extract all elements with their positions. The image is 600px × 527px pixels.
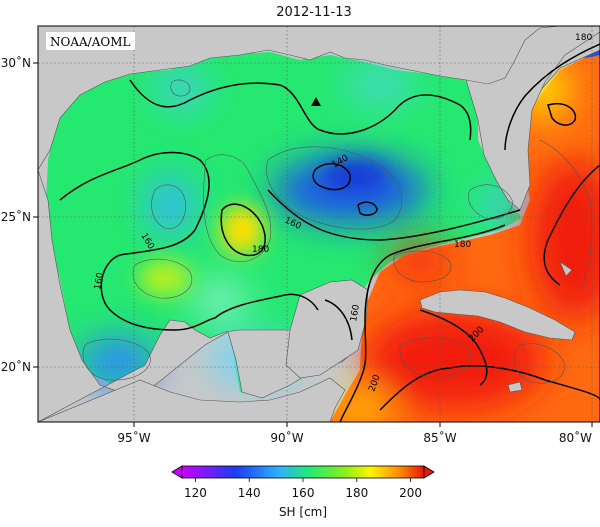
thin-contour-11: [514, 343, 566, 384]
map-area: 140 160 160 160 160 180 180 180 200 200: [38, 26, 600, 422]
low-anomaly-northeast: [345, 67, 415, 103]
colorbar: 120 140 160 180 200 SH [cm]: [171, 465, 435, 519]
contour-180-atlantic: [504, 43, 600, 151]
x-tick-label: 95˚W: [117, 430, 150, 445]
colorbar-tick-label: 200: [399, 486, 422, 500]
y-tick-label: 30˚N: [1, 55, 31, 70]
colorbar-tick-label: 160: [292, 486, 315, 500]
high-anomaly-west: [139, 260, 191, 296]
contour-140-east: [357, 201, 378, 216]
contour-200-loop: [419, 309, 488, 386]
bahamas: [559, 261, 573, 277]
contours-thick: [59, 43, 600, 422]
contour-180-loop: [339, 224, 506, 422]
low-anomaly-west: [148, 175, 192, 235]
colorbar-ticks: 120 140 160 180 200: [184, 478, 422, 500]
thin-contour-8: [393, 250, 452, 283]
contour-label: 160: [349, 304, 362, 323]
high-anomaly-central: [220, 206, 264, 254]
thin-contour-5: [266, 146, 403, 230]
thin-contour-9: [539, 139, 593, 291]
y-tick-labels: 30˚N 25˚N 20˚N: [1, 55, 31, 374]
map-title: 2012-11-13: [276, 5, 352, 20]
thin-contour-1: [170, 79, 191, 97]
contour-200-atlantic: [547, 103, 577, 126]
colorbar-low-arrow: [171, 465, 183, 479]
contour-180-central: [220, 203, 266, 257]
thin-contour-10: [399, 337, 472, 379]
thin-contour-6: [203, 154, 272, 263]
gulf-water: [46, 52, 522, 395]
warm-core-bahamas: [530, 160, 600, 320]
graticule: [38, 26, 600, 422]
contour-label: 160: [93, 272, 106, 291]
contour-160-east: [267, 189, 521, 241]
contour-label: 180: [454, 240, 471, 250]
colorbar-gradient: [181, 465, 425, 479]
warm-core-caribbean: [365, 310, 545, 410]
watermark-label: NOAA/AOML: [50, 35, 131, 49]
colorbar-tick-label: 120: [184, 486, 207, 500]
x-tick-label: 90˚W: [270, 430, 303, 445]
colorbar-high-arrow: [423, 465, 435, 479]
thin-contour-7: [468, 184, 513, 220]
x-tick-label: 80˚W: [559, 430, 592, 445]
central-america: [38, 377, 346, 422]
x-tick-label: 85˚W: [423, 430, 456, 445]
contour-180-bahamas: [543, 164, 600, 286]
contour-160-west: [59, 151, 216, 331]
contour-140-center: [312, 163, 351, 191]
colorbar-label: SH [cm]: [279, 505, 327, 519]
x-tick-labels: 95˚W 90˚W 85˚W 80˚W: [117, 430, 592, 445]
contour-label-group: 140 160 160 160 160 180 180 180 200 200: [93, 33, 592, 393]
cuba: [419, 289, 576, 341]
y-tick-label: 25˚N: [1, 209, 31, 224]
watermark-box: [46, 32, 135, 50]
contour-160-north: [129, 79, 472, 141]
thin-contour-2: [151, 184, 186, 229]
axis-ticks: [33, 62, 593, 427]
warm-edge-south: [335, 396, 385, 422]
island-small: [507, 381, 523, 393]
land-masses: [38, 26, 600, 422]
contour-label: 180: [575, 33, 592, 43]
contour-160-mid: [214, 293, 319, 319]
colorbar-tick-label: 180: [345, 486, 368, 500]
warm-core-loop: [390, 246, 450, 278]
low-anomaly-north: [158, 74, 206, 106]
low-anomaly-south: [190, 278, 250, 322]
triangle-marker: [311, 97, 321, 106]
contour-label: 180: [252, 245, 269, 255]
colorbar-tick-label: 140: [238, 486, 261, 500]
deep-low-center: [321, 161, 389, 189]
thin-contour-3: [132, 258, 193, 299]
contour-200-caribbean: [379, 365, 600, 411]
map-border: [37, 25, 600, 423]
contours-thin: [82, 79, 593, 384]
contour-160-campeche: [324, 299, 353, 341]
thin-contour-4: [82, 338, 151, 381]
y-tick-label: 20˚N: [1, 359, 31, 374]
yucatan-peninsula: [285, 279, 369, 379]
